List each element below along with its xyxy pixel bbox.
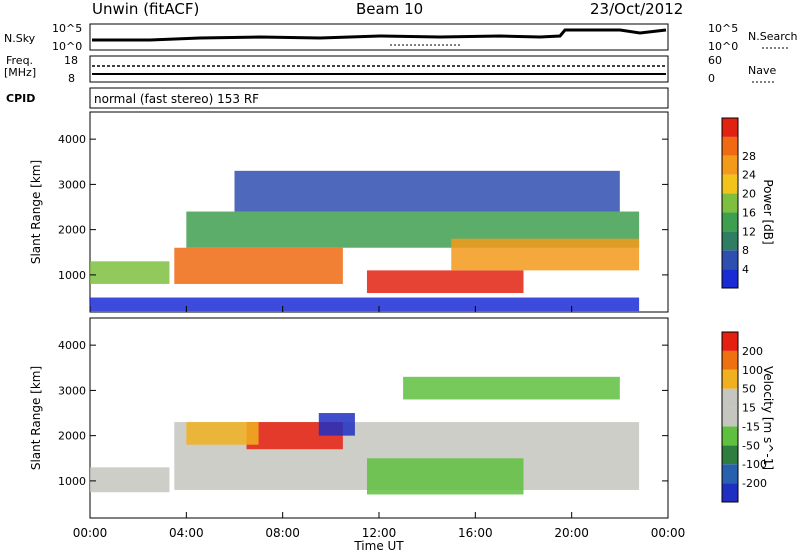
velocity-panel: 1000 2000 3000 4000 Slant Range [km] 200 100… (29, 317, 775, 519)
colorbar-tick-label: 16 (742, 206, 756, 219)
colorbar-swatch (722, 250, 738, 270)
velocity-y-ticks: 1000 2000 3000 4000 (58, 339, 668, 488)
scatter-region (174, 247, 343, 284)
power-ylabel: Slant Range [km] (29, 160, 43, 264)
y-tick-label: 3000 (58, 384, 86, 397)
colorbar-swatch (722, 212, 738, 232)
nave-label: Nave (748, 64, 776, 77)
freq-tick-top: 18 (64, 54, 78, 67)
x-axis-label: Time UT (353, 539, 404, 553)
x-tick-label: 04:00 (169, 526, 204, 540)
scatter-region (366, 270, 524, 293)
colorbar-tick-label: 12 (742, 225, 756, 238)
colorbar-frame (721, 117, 739, 289)
colorbar-tick-label: -15 (742, 420, 760, 433)
colorbar-tick-label: 8 (742, 244, 749, 257)
date-title: 23/Oct/2012 (590, 0, 684, 18)
colorbar-tick-label: 100 (742, 364, 763, 377)
power-panel: 1000 2000 3000 4000 Slant Range [km] 4 8 12 16… (29, 111, 775, 313)
nsky-rtick-top: 10^5 (708, 22, 738, 35)
scatter-region (451, 238, 640, 271)
colorbar-swatch (722, 350, 738, 370)
x-tick-label: 00:00 (73, 526, 108, 540)
x-tick-label: 16:00 (458, 526, 493, 540)
velocity-colorbar-label: Velocity [m s^-1] (761, 366, 775, 470)
colorbar-tick-label: 200 (742, 345, 763, 358)
x-tick-label: 20:00 (554, 526, 589, 540)
colorbar-swatch (722, 388, 738, 408)
colorbar-tick-label: 50 (742, 383, 756, 396)
velocity-colorbar: 200 100 50 15 -15 -50 -100 -200 (721, 331, 767, 503)
nsky-trace (92, 28, 667, 42)
colorbar-tick-label: -50 (742, 439, 760, 452)
colorbar-tick-label: 24 (742, 169, 756, 182)
station-title: Unwin (fitACF) (92, 0, 200, 18)
power-y-ticks: 1000 2000 3000 4000 (58, 133, 668, 282)
colorbar-swatch (722, 369, 738, 389)
velocity-marks (90, 376, 640, 495)
colorbar-swatch (722, 407, 738, 427)
beam-title: Beam 10 (356, 0, 424, 18)
scatter-region (186, 422, 259, 445)
scatter-region (403, 376, 620, 400)
nave-rtick-bottom: 0 (708, 72, 715, 85)
colorbar-swatch (722, 155, 738, 175)
cpid-text: normal (fast stereo) 153 RF (94, 92, 259, 106)
y-tick-label: 1000 (58, 269, 86, 282)
colorbar-swatch (722, 426, 738, 446)
y-tick-label: 2000 (58, 224, 86, 237)
freq-tick-bottom: 8 (68, 72, 75, 85)
colorbar-frame (721, 331, 739, 503)
nsky-label: N.Sky (4, 32, 36, 45)
colorbar-tick-label: 20 (742, 188, 756, 201)
colorbar-tick-label: 15 (742, 402, 756, 415)
colorbar-swatch (722, 332, 738, 351)
colorbar-tick-label: -200 (742, 477, 767, 490)
scatter-region (90, 297, 640, 312)
colorbar-swatch (722, 193, 738, 213)
y-tick-label: 3000 (58, 178, 86, 191)
scatter-region (90, 467, 170, 493)
nsky-tick-bottom: 10^0 (52, 40, 82, 53)
scatter-region (234, 170, 620, 212)
x-tick-label: 08:00 (265, 526, 300, 540)
nsky-panel: N.Sky 10^5 10^0 10^5 10^0 N.Search (4, 22, 798, 53)
freq-panel: Freq. [MHz] 18 8 60 0 Nave (4, 54, 776, 85)
velocity-ylabel: Slant Range [km] (29, 366, 43, 470)
colorbar-swatch (722, 231, 738, 251)
colorbar-swatch (722, 269, 738, 288)
power-colorbar-label: Power [dB] (761, 179, 775, 244)
colorbar-tick-label: 4 (742, 263, 749, 276)
freq-label: Freq. (6, 54, 33, 67)
nsearch-label: N.Search (748, 30, 798, 43)
nsky-rtick-bottom: 10^0 (708, 40, 738, 53)
colorbar-swatch (722, 445, 738, 465)
colorbar-swatch (722, 464, 738, 484)
y-tick-label: 4000 (58, 339, 86, 352)
y-tick-label: 1000 (58, 475, 86, 488)
colorbar-tick-label: -100 (742, 458, 767, 471)
nave-rtick-top: 60 (708, 54, 722, 67)
colorbar-swatch (722, 136, 738, 156)
scatter-region (318, 413, 355, 436)
power-colorbar: 4 8 12 16 20 24 28 (721, 117, 756, 289)
scatter-region (90, 261, 170, 284)
power-marks (90, 170, 640, 312)
y-tick-label: 2000 (58, 430, 86, 443)
x-tick-label: 00:00 (651, 526, 686, 540)
cpid-label: CPID (6, 92, 35, 105)
x-tick-label: 12:00 (362, 526, 397, 540)
freq-unit: [MHz] (4, 66, 36, 79)
scatter-region (366, 458, 524, 495)
colorbar-swatch (722, 118, 738, 137)
nsky-tick-top: 10^5 (52, 22, 82, 35)
x-axis-ticks: 00:00 04:00 08:00 12:00 16:00 20:00 00:00 (73, 306, 686, 540)
colorbar-swatch (722, 174, 738, 194)
colorbar-tick-label: 28 (742, 150, 756, 163)
y-tick-label: 4000 (58, 133, 86, 146)
cpid-panel: CPID normal (fast stereo) 153 RF (6, 87, 669, 109)
colorbar-swatch (722, 483, 738, 502)
